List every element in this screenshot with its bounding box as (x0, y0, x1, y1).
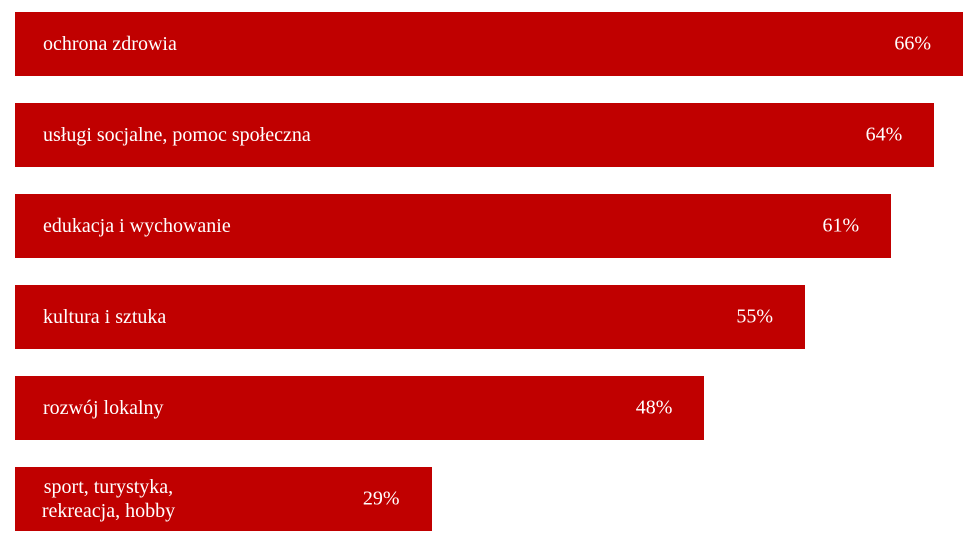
bar: usługi socjalne, pomoc społeczna 64% (15, 103, 935, 167)
category-label: kultura i sztuka (43, 306, 167, 328)
category-label: edukacja i wychowanie (43, 215, 231, 237)
category-label: rozwój lokalny (43, 397, 164, 419)
value-label: 55% (736, 305, 773, 328)
category-label: sport, turystyka, rekreacja, hobby (41, 476, 176, 522)
bar: kultura i sztuka 55% (15, 285, 805, 349)
value-label: 29% (362, 487, 400, 510)
bar: ochrona zdrowia 66% (15, 12, 963, 76)
category-label: usługi socjalne, pomoc społeczna (43, 124, 311, 146)
category-label: ochrona zdrowia (43, 33, 177, 55)
value-label: 64% (865, 123, 903, 146)
value-label: 48% (635, 396, 673, 419)
value-label: 61% (822, 214, 860, 237)
bar: sport, turystyka, rekreacja, hobby 29% (15, 467, 432, 531)
bar: edukacja i wychowanie 61% (15, 194, 892, 258)
value-label: 66% (894, 32, 931, 55)
bar: rozwój lokalny 48% (15, 376, 705, 440)
